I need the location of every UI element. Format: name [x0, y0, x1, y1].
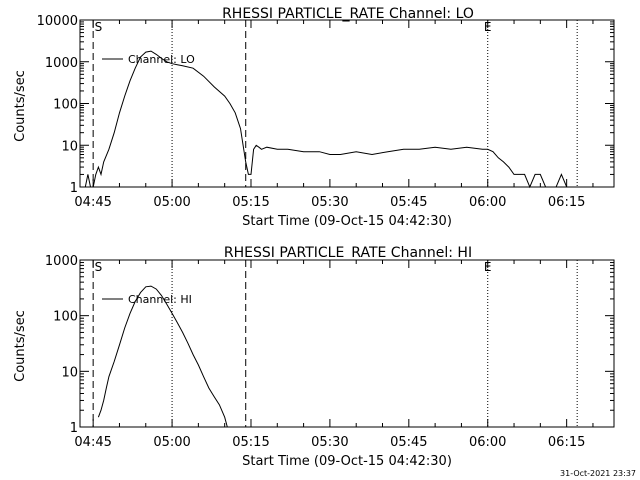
chart-hi-x-tick-label: 05:30: [311, 435, 348, 450]
chart-hi-panel: RHESSI PARTICLE_RATE Channel: HI Counts/…: [13, 245, 615, 469]
chart-lo-x-axis-label: Start Time (09-Oct-15 04:42:30): [242, 214, 452, 229]
chart-hi-y-axis-label: Counts/sec: [13, 310, 28, 382]
chart-lo-marker-label: S: [95, 20, 103, 34]
chart-hi-y-tick-label: 1: [70, 421, 78, 436]
chart-hi-x-axis-label: Start Time (09-Oct-15 04:42:30): [242, 454, 452, 469]
chart-hi-plot-frame: [79, 259, 615, 428]
chart-hi-x-tick-label: 06:15: [548, 435, 585, 450]
chart-lo-y-tick-label: 1: [70, 181, 78, 196]
chart-lo-x-tick-label: 06:00: [469, 195, 506, 210]
chart-hi-y-tick-label: 1000: [45, 254, 78, 269]
chart-hi-title: RHESSI PARTICLE_RATE Channel: HI: [224, 245, 472, 261]
chart-lo-x-tick-label: 04:45: [74, 195, 111, 210]
chart-hi-x-tick-label: 05:45: [390, 435, 427, 450]
chart-lo-y-tick-label: 1000: [45, 56, 78, 71]
chart-lo-panel: RHESSI PARTICLE_RATE Channel: LO Counts/…: [13, 6, 615, 229]
chart-lo-y-tick-label: 10: [61, 139, 78, 154]
chart-lo-x-tick-label: 05:15: [232, 195, 269, 210]
chart-hi-x-tick-label: 05:15: [232, 435, 269, 450]
chart-hi-legend-label: Channel: HI: [128, 293, 192, 306]
footer-timestamp: 31-Oct-2021 23:37: [560, 469, 636, 478]
chart-lo-y-tick-label: 100: [53, 98, 78, 113]
chart-hi-x-tick-label: 06:00: [469, 435, 506, 450]
chart-lo-x-tick-label: 05:45: [390, 195, 427, 210]
chart-lo-y-axis-label: Counts/sec: [13, 70, 28, 142]
chart-lo-x-tick-label: 06:15: [548, 195, 585, 210]
chart-hi-x-tick-label: 04:45: [74, 435, 111, 450]
chart-lo-title: RHESSI PARTICLE_RATE Channel: LO: [222, 6, 474, 22]
chart-lo-series-line: [84, 50, 578, 189]
chart-hi-series-line: [97, 285, 228, 428]
chart-hi-marker-label: S: [95, 260, 103, 274]
chart-lo-x-tick-label: 05:00: [153, 195, 190, 210]
chart-hi-y-tick-label: 10: [61, 365, 78, 380]
chart-lo-x-tick-label: 05:30: [311, 195, 348, 210]
chart-hi-x-tick-label: 05:00: [153, 435, 190, 450]
chart-lo-legend-label: Channel: LO: [128, 53, 195, 66]
chart-hi-y-tick-label: 100: [53, 310, 78, 325]
chart-lo-plot-frame: [79, 19, 615, 188]
chart-lo-marker-label: E: [484, 20, 492, 34]
chart-lo-y-tick-label: 10000: [37, 14, 78, 29]
chart-hi-marker-label: E: [484, 260, 492, 274]
